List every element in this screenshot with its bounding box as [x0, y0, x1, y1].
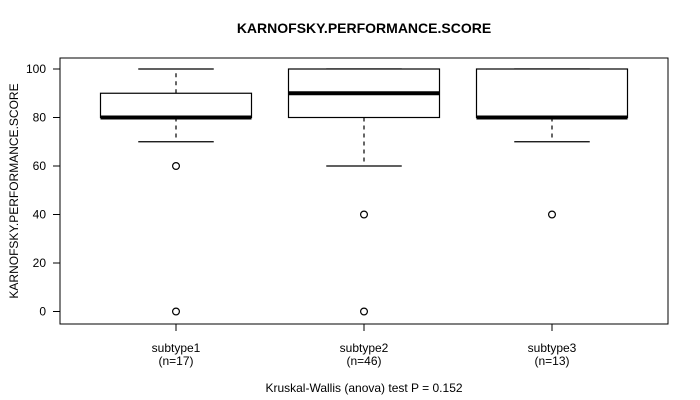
x-tick-sublabel: (n=46) [346, 354, 381, 368]
iqr-box [99, 92, 253, 119]
outlier-point [172, 307, 181, 316]
iqr-box [475, 68, 629, 119]
x-tick-label: subtype1 [152, 341, 201, 355]
outlier-point [360, 307, 369, 316]
y-tick-label: 60 [33, 159, 47, 173]
x-tick-label: subtype2 [340, 341, 389, 355]
plot-layer: 0 20 40 60 80 100 subtype1(n=17) subtype2(n=46)… [26, 57, 669, 368]
x-tick-sublabel: (n=17) [158, 354, 193, 368]
x-tick-sublabel: (n=13) [534, 354, 569, 368]
y-tick-label: 20 [33, 256, 47, 270]
y-tick-label: 80 [33, 111, 47, 125]
x-tick-label: subtype3 [528, 341, 577, 355]
y-tick-label: 100 [26, 62, 46, 76]
outlier-point [360, 210, 369, 219]
stat-test-caption: Kruskal-Wallis (anova) test P = 0.152 [265, 381, 462, 395]
outlier-point [172, 162, 181, 171]
y-axis-title: KARNOFSKY.PERFORMANCE.SCORE [7, 83, 21, 298]
y-tick-label: 40 [33, 208, 47, 222]
outlier-point [547, 210, 556, 219]
y-tick-label: 0 [39, 305, 46, 319]
chart-title: KARNOFSKY.PERFORMANCE.SCORE [237, 20, 491, 36]
